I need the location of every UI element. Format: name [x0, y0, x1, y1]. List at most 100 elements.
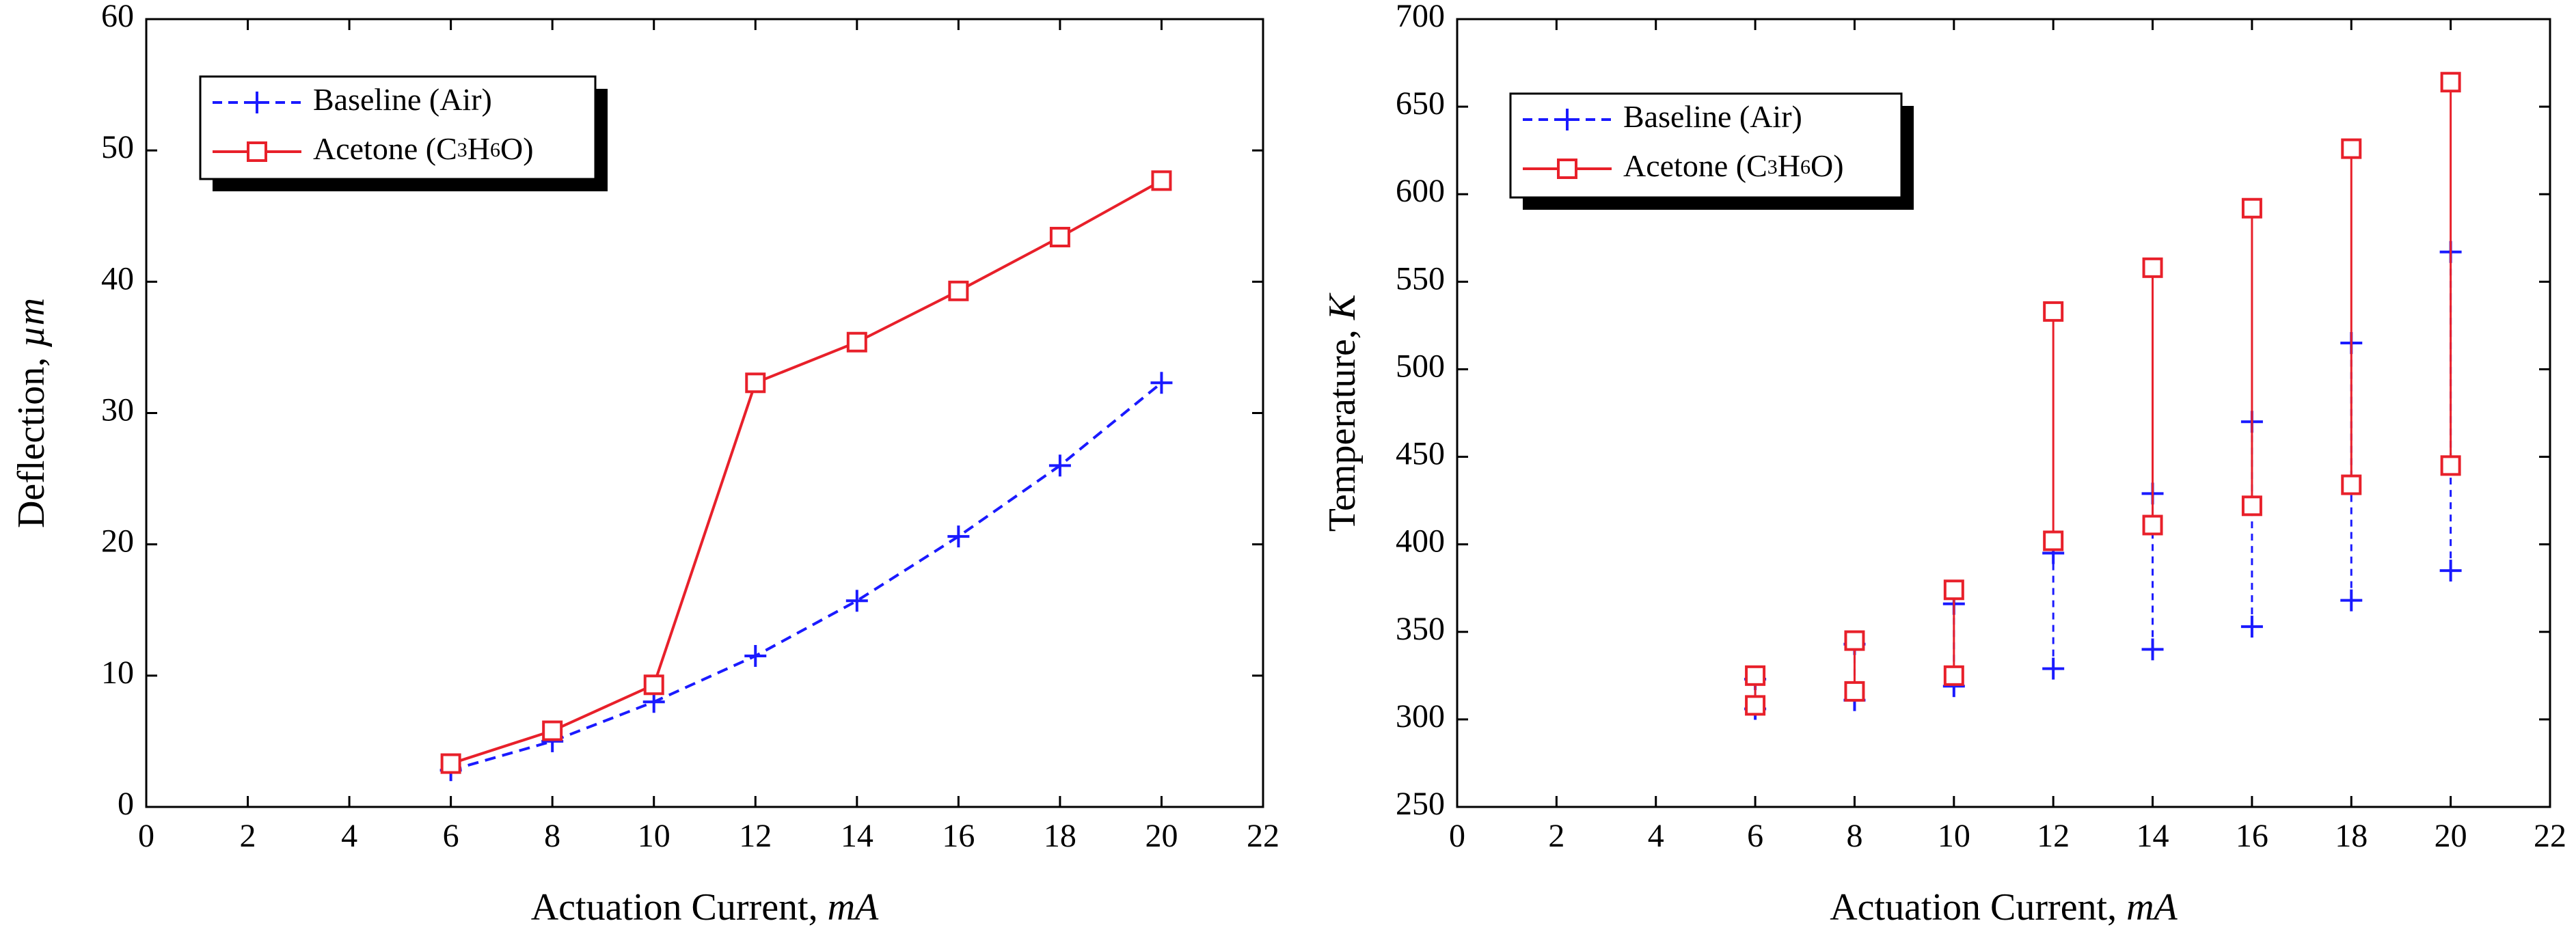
x-tick-label: 4 — [341, 818, 357, 854]
x-axis-label-text: Actuation Current, — [1830, 886, 2126, 929]
chart-2: 0 2 4 6 8 10 12 14 16 18 20 22 250 300 350 400 450 500 550… — [1321, 0, 2566, 929]
x-tick-label: 10 — [1938, 818, 1970, 854]
legend-label-part: H — [1778, 148, 1800, 183]
data-point-high — [2241, 197, 2262, 219]
data-point-low — [2341, 474, 2362, 495]
legend-label-part: H — [467, 131, 490, 166]
legend: Baseline (Air) Acetone (C3H6O) — [199, 75, 608, 191]
data-point-low — [1844, 681, 1865, 702]
legend-label-part: Baseline (Air) — [313, 82, 492, 117]
x-axis-label-text: Actuation Current, — [531, 886, 828, 929]
data-point-high — [2043, 301, 2064, 322]
series-acetone — [1745, 72, 2461, 716]
x-tick-label: 12 — [739, 818, 772, 854]
x-tick-label: 2 — [240, 818, 256, 854]
x-tick-label: 6 — [443, 818, 459, 854]
y-tick-label: 650 — [1396, 85, 1445, 122]
legend-label: Baseline (Air) — [1623, 99, 1802, 134]
x-tick-label: 12 — [2037, 818, 2070, 854]
y-tick-label: 700 — [1396, 0, 1445, 34]
y-tick-label: 350 — [1396, 611, 1445, 647]
y-axis-label-unit: K — [1321, 292, 1364, 320]
y-tick-label: 550 — [1396, 260, 1445, 297]
y-tick-label: 40 — [101, 260, 134, 297]
data-point-high — [2142, 257, 2163, 278]
x-tick-label: 8 — [1846, 818, 1862, 854]
legend-label: Baseline (Air) — [313, 82, 492, 117]
data-point-high — [1745, 665, 1766, 686]
data-point — [745, 372, 766, 394]
legend-label-part: O) — [500, 131, 534, 166]
x-tick-label: 22 — [2534, 818, 2566, 854]
data-point — [948, 280, 969, 301]
y-tick-label: 20 — [101, 523, 134, 560]
data-point-low — [1943, 665, 1964, 686]
data-point — [643, 674, 664, 696]
legend-label-sub: 6 — [1800, 156, 1811, 178]
x-tick-label: 16 — [2236, 818, 2268, 854]
legend-box — [1509, 92, 1903, 199]
data-point — [1049, 226, 1070, 247]
x-axis-label-unit: mA — [828, 886, 879, 929]
y-axis-label: Temperature, K — [1321, 292, 1364, 532]
y-axis-label-text: Temperature, — [1321, 320, 1364, 532]
x-tick-label: 8 — [544, 818, 560, 854]
data-point — [1151, 170, 1172, 191]
x-tick-label: 10 — [638, 818, 670, 854]
data-point-low — [2440, 455, 2461, 476]
data-point-high — [2440, 72, 2461, 93]
legend-label: Acetone (C3H6O) — [313, 131, 534, 166]
x-tick-label: 6 — [1747, 818, 1763, 854]
legend-label-sub: 3 — [1767, 156, 1778, 178]
x-tick-label: 0 — [1449, 818, 1465, 854]
y-tick-label: 250 — [1396, 786, 1445, 822]
x-tick-label: 14 — [2137, 818, 2169, 854]
y-axis-label-text: Deflection, — [10, 348, 53, 528]
x-tick-label: 2 — [1548, 818, 1564, 854]
x-axis-label: Actuation Current, mA — [1830, 886, 2178, 929]
data-point — [542, 720, 563, 741]
x-tick-label: 20 — [1145, 818, 1178, 854]
legend-label-part: Acetone (C — [1623, 148, 1767, 183]
plot-frame — [1456, 18, 2551, 808]
data-point-low — [2043, 530, 2064, 551]
series-line — [450, 179, 1163, 765]
x-tick-label: 18 — [1044, 818, 1076, 854]
x-axis-label-unit: mA — [2126, 886, 2178, 929]
y-tick-label: 0 — [118, 786, 134, 822]
series-baseline — [439, 372, 1173, 782]
data-point-high — [2341, 138, 2362, 159]
legend: Baseline (Air) Acetone (C3H6O) — [1509, 92, 1914, 210]
y-tick-label: 60 — [101, 0, 134, 34]
legend-label-part: Baseline (Air) — [1623, 99, 1802, 134]
y-tick-label: 450 — [1396, 436, 1445, 472]
series-line — [450, 381, 1163, 772]
legend-label-sub: 6 — [490, 139, 500, 161]
data-point-low — [1745, 695, 1766, 716]
y-axis-label: Deflection, µm — [10, 298, 53, 528]
y-tick-label: 10 — [101, 655, 134, 691]
x-axis-label: Actuation Current, mA — [531, 886, 879, 929]
y-tick-label: 50 — [101, 129, 134, 165]
y-tick-label: 300 — [1396, 698, 1445, 735]
x-tick-label: 14 — [841, 818, 873, 854]
series-acetone — [440, 170, 1172, 774]
data-point — [440, 753, 461, 774]
legend-label-part: O) — [1811, 148, 1844, 183]
legend-label: Acetone (C3H6O) — [1623, 148, 1844, 183]
x-tick-label: 0 — [138, 818, 154, 854]
data-point-low — [2142, 514, 2163, 536]
data-point-high — [1844, 630, 1865, 651]
data-point — [846, 331, 867, 353]
legend-label-sub: 3 — [457, 139, 467, 161]
x-tick-label: 20 — [2435, 818, 2467, 854]
x-tick-label: 4 — [1648, 818, 1664, 854]
legend-marker — [1557, 159, 1577, 179]
data-point-high — [1943, 579, 1964, 601]
y-tick-label: 500 — [1396, 348, 1445, 384]
y-axis-label-unit: µm — [10, 298, 53, 348]
legend-label-part: Acetone (C — [313, 131, 457, 166]
y-tick-label: 600 — [1396, 173, 1445, 209]
chart-1: 0 2 4 6 8 10 12 14 16 18 20 22 0 10 20 30 40 50 60 Actuatio… — [10, 0, 1279, 929]
